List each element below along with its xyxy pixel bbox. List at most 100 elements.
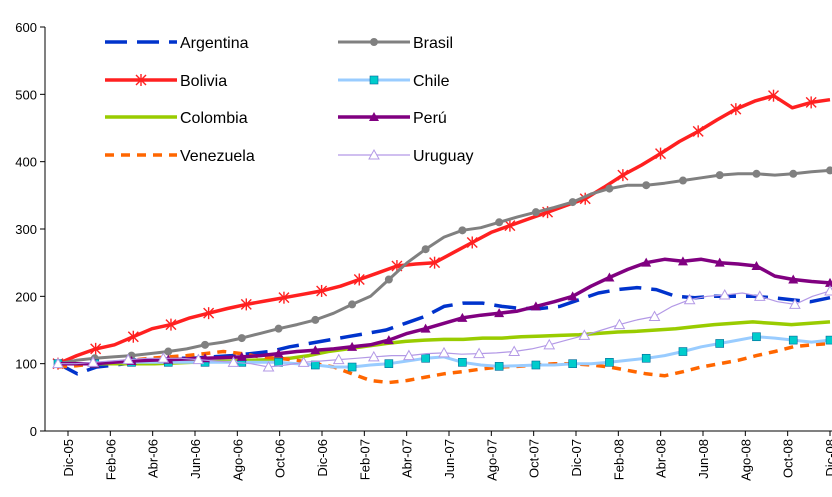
- y-tick-label: 300: [15, 222, 37, 237]
- data-point: [367, 350, 380, 362]
- x-tick-label: Ago-06: [230, 439, 245, 481]
- data-point: [384, 275, 393, 284]
- data-point: [678, 347, 688, 356]
- y-tick-label: 500: [15, 87, 37, 102]
- data-point: [604, 272, 615, 282]
- y-tick-label: 600: [15, 20, 37, 35]
- x-tick-label: Ago-08: [738, 439, 753, 481]
- legend-label: Argentina: [180, 35, 249, 52]
- legend: Argentina Bolivia Colombia Venezuela Brasil C…: [105, 35, 473, 165]
- x-tick-label: Jun-07: [442, 439, 457, 479]
- legend-item-venezuela: Venezuela: [105, 148, 255, 165]
- data-point: [788, 274, 799, 284]
- data-point: [752, 332, 761, 342]
- x-tick-label: Jun-08: [696, 439, 711, 479]
- data-point: [383, 335, 394, 345]
- legend-label: Venezuela: [180, 148, 255, 165]
- data-point: [227, 356, 240, 367]
- data-point: [316, 284, 328, 297]
- data-point: [683, 293, 696, 305]
- data-point: [655, 147, 667, 160]
- data-point: [613, 318, 626, 330]
- data-point: [825, 335, 832, 345]
- data-point: [824, 284, 832, 296]
- x-tick-label: Jun-06: [188, 439, 203, 479]
- data-point: [677, 256, 688, 266]
- data-point: [240, 298, 252, 311]
- data-point: [52, 357, 64, 369]
- y-tick-label: 400: [15, 155, 37, 170]
- legend-item-bolivia: Bolivia: [105, 73, 227, 90]
- data-point: [384, 359, 394, 368]
- data-point: [370, 38, 378, 46]
- data-point: [122, 353, 135, 365]
- data-point: [237, 334, 246, 343]
- data-point: [297, 356, 310, 367]
- data-point: [715, 171, 724, 180]
- data-point: [718, 288, 731, 300]
- data-point: [543, 338, 556, 350]
- data-point: [715, 339, 725, 348]
- x-tick-label: Abr-06: [146, 439, 161, 478]
- x-tick-label: Feb-07: [357, 439, 372, 480]
- axes: 0 100 200 300 400 500 600 Dic-05 Feb-06 Abr-06 Jun…: [15, 20, 832, 481]
- legend-item-chile: Chile: [338, 73, 450, 90]
- plot-area: [52, 89, 832, 385]
- data-point: [567, 291, 578, 301]
- data-point: [273, 348, 284, 358]
- data-point: [753, 290, 766, 301]
- legend-label: Colombia: [180, 110, 248, 127]
- legend-item-perú: Perú: [338, 110, 447, 127]
- data-point: [274, 324, 283, 333]
- data-point: [368, 148, 380, 160]
- data-point: [789, 298, 801, 309]
- legend-label: Uruguay: [413, 148, 473, 165]
- data-point: [165, 318, 177, 331]
- x-tick-label: Feb-06: [103, 439, 118, 480]
- data-point: [530, 301, 541, 311]
- x-tick-label: Ago-07: [484, 439, 499, 481]
- y-tick-label: 100: [15, 357, 37, 372]
- data-point: [504, 219, 516, 232]
- data-point: [458, 226, 467, 235]
- x-tick-label: Dic-07: [569, 439, 584, 477]
- data-point: [311, 315, 320, 324]
- data-point: [678, 176, 687, 185]
- data-point: [348, 300, 357, 309]
- data-point: [369, 75, 379, 85]
- data-point: [568, 198, 577, 207]
- y-tick-label: 0: [30, 424, 37, 439]
- data-point: [278, 291, 290, 304]
- series-brasil: [54, 166, 832, 368]
- data-point: [403, 349, 415, 361]
- x-tick-label: Feb-08: [611, 439, 626, 480]
- data-point: [730, 103, 742, 116]
- series-uruguay: [52, 284, 832, 372]
- series-line: [57, 341, 831, 385]
- data-point: [692, 125, 704, 138]
- data-point: [201, 340, 210, 349]
- data-point: [466, 236, 478, 249]
- x-tick-label: Dic-08: [823, 439, 832, 477]
- data-point: [531, 360, 541, 370]
- data-point: [310, 345, 321, 355]
- data-point: [157, 352, 170, 363]
- series-bolivia: [52, 89, 831, 370]
- data-point: [826, 166, 832, 175]
- legend-item-uruguay: Uruguay: [338, 148, 473, 165]
- data-point: [332, 353, 345, 365]
- legend-item-argentina: Argentina: [105, 35, 249, 52]
- data-point: [127, 330, 139, 343]
- data-point: [714, 257, 725, 267]
- data-point: [369, 112, 379, 121]
- data-point: [578, 329, 591, 340]
- data-point: [135, 74, 147, 86]
- data-point: [605, 358, 614, 367]
- data-point: [420, 323, 431, 333]
- data-point: [768, 89, 780, 102]
- data-point: [825, 277, 832, 287]
- data-point: [788, 335, 798, 345]
- series-line: [57, 93, 831, 366]
- legend-item-brasil: Brasil: [338, 35, 453, 52]
